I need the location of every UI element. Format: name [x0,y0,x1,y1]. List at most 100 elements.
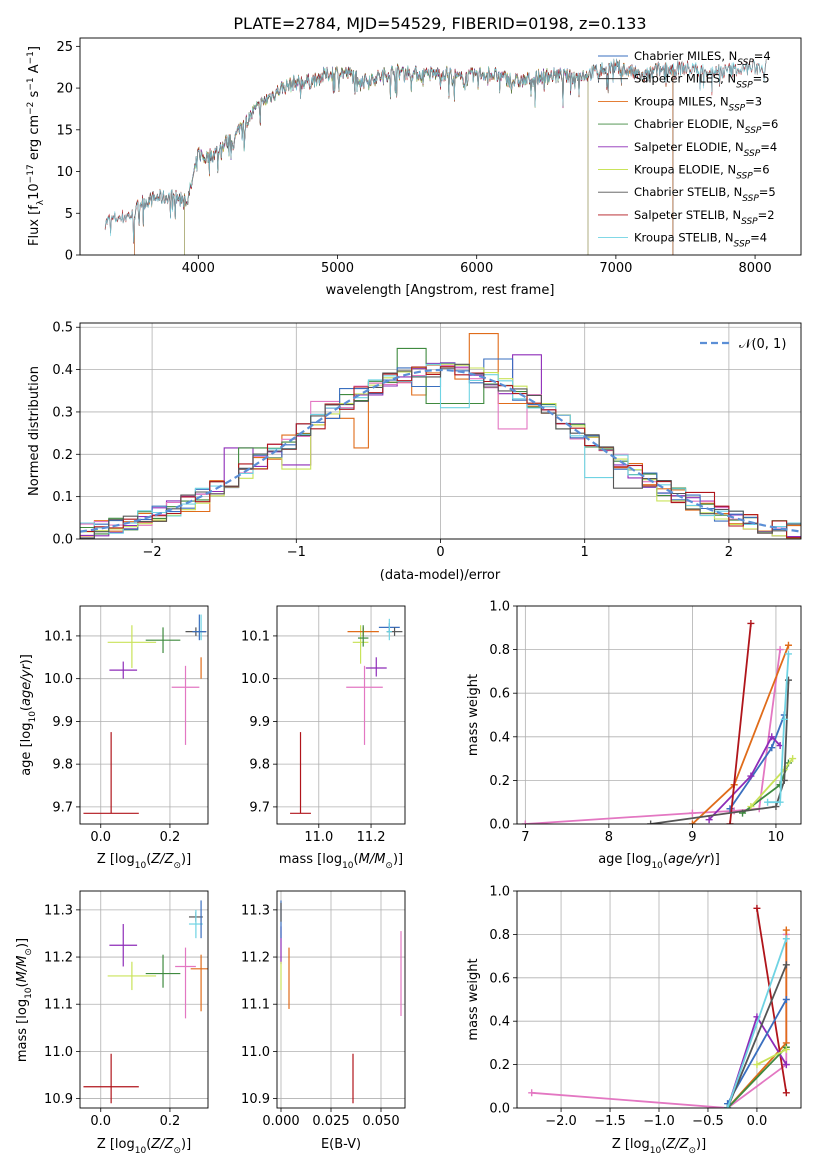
data-point [784,650,792,658]
y-tick-label: 0.2 [489,1058,510,1073]
label-part: ( [146,852,151,867]
plot-area [290,618,403,814]
label-part: )] [710,852,720,867]
gaussian-curve [80,368,801,533]
data-point [688,809,696,817]
label-part: =5 [759,185,776,199]
spectrum-series [104,58,767,244]
label-part: erg cm [27,115,42,164]
label-part: age [log [598,852,651,867]
y-axis-label: mass [log10(M/M⊙)] [15,938,34,1062]
data-point [726,820,734,824]
label-part: Kroupa ELODIE, N [634,163,736,177]
x-tick-label: 0.0 [90,830,111,845]
y-tick-label: 15 [56,123,73,138]
label-part: )] [15,938,30,948]
plot-area [280,900,402,1104]
y-tick-label: 0.6 [489,687,510,702]
y-tick-label: 0.4 [52,363,73,378]
label-part: Z [log [97,852,135,867]
y-tick-label: 1.0 [489,885,510,900]
axes-massweight_vs_Z: −2.0 −1.5 −1.0 −0.5 0.0 0.0 0.2 0.4 0.6 0.8 1.0 mas… [466,885,802,1156]
label-part: SSP [734,240,751,250]
y-tick-label: 10.0 [44,672,73,687]
x-tick-label: 11.2 [357,830,386,845]
label-part: )] [19,654,34,664]
label-part: =5 [753,72,770,86]
legend-label: Kroupa MILES, NSSP=3 [634,94,762,113]
label-part: ( [146,1137,151,1152]
y-tick-label: 10.1 [44,629,73,644]
label-part: )] [181,1137,191,1152]
label-part: ⊙ [385,861,393,871]
label-part: ( [661,1137,666,1152]
axes-mass_vs_EBV: 0.000 0.025 0.050 10.9 11.0 11.1 11.2 11.3 E(B-V… [241,890,406,1152]
axes-frame [79,605,209,825]
data-point [705,816,713,824]
label-part: =2 [758,208,775,222]
label-part: age/yr [668,852,711,867]
legend-label: Kroupa ELODIE, NSSP=6 [634,163,770,182]
line-series [726,964,788,1108]
axes-residuals: 𝒩(0, 1) −2 −1 0 1 2 0.0 0.1 0.2 0.3 0.4 0.5 (data-mo… [27,321,802,583]
plot-area [104,58,767,255]
y-tick-label: 0.0 [52,533,73,548]
label-part: SSP [737,58,754,68]
label-part: 10 [24,987,34,999]
label-part: SSP [736,172,753,182]
x-tick-label: 4000 [182,261,215,276]
legend-label: Chabrier MILES, NSSP=4 [634,49,771,68]
axes-frame [276,890,406,1109]
x-axis-label: Z [log10(Z/Z⊙)] [97,852,191,871]
legend-label: 𝒩(0, 1) [739,337,786,352]
label-part: −17 [26,164,36,183]
label-part: Kroupa MILES, N [634,94,729,108]
y-axis-label: age [log10(age/yr)] [19,654,38,776]
x-tick-label: 10 [768,830,785,845]
label-part: ⊙ [173,1146,181,1156]
spectrum-series [134,59,674,255]
data-point [782,1045,790,1053]
x-tick-label: −1.0 [643,1114,675,1129]
y-tick-label: 0.0 [489,1102,510,1117]
label-part: SSP [742,194,759,204]
label-part: =4 [754,49,771,63]
x-tick-label: 0.2 [160,1114,181,1129]
label-part: A [27,64,42,77]
legend-label: Salpeter STELIB, NSSP=2 [634,208,775,227]
label-part: SSP [745,126,762,136]
label-part: age/yr [19,663,34,706]
label-part: ⊙ [688,1146,696,1156]
label-part: ( [19,706,34,711]
axes-age_vs_mass: 11.0 11.2 9.7 9.8 9.9 10.0 10.1 mass [log10(M/M… [241,605,406,871]
label-part: Chabrier ELODIE, N [634,117,745,131]
y-tick-label: 11.1 [241,998,270,1013]
label-part: ⊙ [173,861,181,871]
x-tick-label: 7000 [599,261,632,276]
y-tick-label: 1.0 [489,600,510,615]
label-part: −2 [26,102,36,115]
label-part: 10 [135,1146,147,1156]
x-tick-label: 0.0 [747,1114,768,1129]
line-series [726,1046,787,1108]
y-tick-label: 9.7 [249,800,270,815]
x-tick-label: 6000 [460,261,493,276]
axes-frame [79,890,209,1109]
legend-label: Kroupa STELIB, NSSP=4 [634,231,767,250]
label-part: 10 [135,861,147,871]
x-axis-label: mass [log10(M/M⊙)] [279,852,403,871]
label-part: SSP [729,103,746,113]
label-part: )] [181,852,191,867]
x-tick-label: 8000 [739,261,772,276]
label-part: λ [36,199,46,205]
data-point [776,646,784,654]
spectrum-series [184,63,589,255]
data-point [747,619,755,627]
x-axis-label: (data-model)/error [380,568,501,583]
y-tick-label: 0.2 [489,774,510,789]
label-part: 10 [651,861,663,871]
plot-area [521,619,797,824]
data-point [782,926,790,934]
y-tick-label: 9.7 [52,800,73,815]
plot-area [83,900,208,1104]
